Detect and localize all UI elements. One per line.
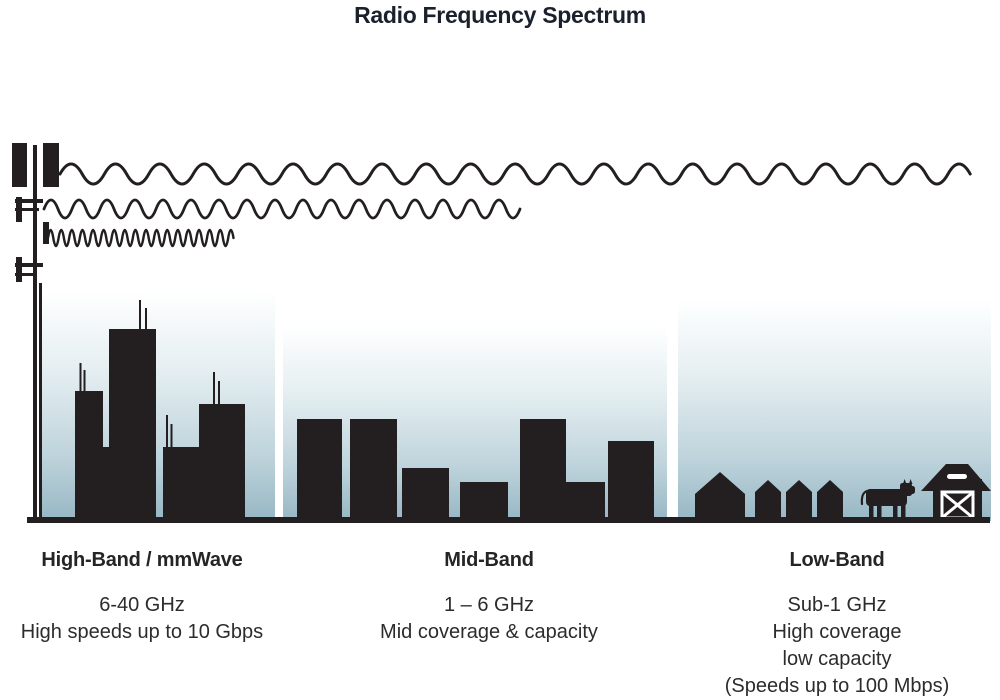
midrise-buildings xyxy=(297,419,654,521)
high-band-frequency: 6-40 GHz xyxy=(99,594,185,616)
ground-line xyxy=(27,517,990,523)
city-skyline xyxy=(75,300,245,521)
caption-mid-band: Mid-Band 1 – 6 GHz Mid coverage & capaci… xyxy=(369,548,609,646)
long-wave-low-band xyxy=(58,162,972,186)
low-band-description-2: low capacity xyxy=(782,648,892,670)
high-band-description: High speeds up to 10 Gbps xyxy=(20,621,264,643)
mid-band-frequency: 1 – 6 GHz xyxy=(443,594,535,616)
low-band-frequency: Sub-1 GHz xyxy=(787,594,887,616)
high-band-heading: High-Band / mmWave xyxy=(41,549,243,571)
mid-band-description: Mid coverage & capacity xyxy=(380,621,598,643)
cell-tower-icon xyxy=(12,143,59,523)
medium-wave-mid-band xyxy=(42,198,522,220)
radio-waves xyxy=(42,162,972,248)
house-icon-2 xyxy=(786,480,812,521)
house-icon-1 xyxy=(755,480,781,521)
low-band-heading: Low-Band xyxy=(789,549,885,571)
house-icon-large xyxy=(695,472,745,521)
mid-band-heading: Mid-Band xyxy=(444,549,534,571)
low-band-description-1: High coverage xyxy=(772,621,902,643)
short-wave-high-band xyxy=(46,228,235,248)
caption-low-band: Low-Band Sub-1 GHz High coverage low cap… xyxy=(705,548,969,700)
low-band-description-3: (Speeds up to 100 Mbps) xyxy=(724,675,950,697)
caption-high-band: High-Band / mmWave 6-40 GHz High speeds … xyxy=(20,548,264,646)
house-icon-3 xyxy=(817,480,843,521)
page-title: Radio Frequency Spectrum xyxy=(354,2,646,28)
cow-icon xyxy=(860,479,915,518)
